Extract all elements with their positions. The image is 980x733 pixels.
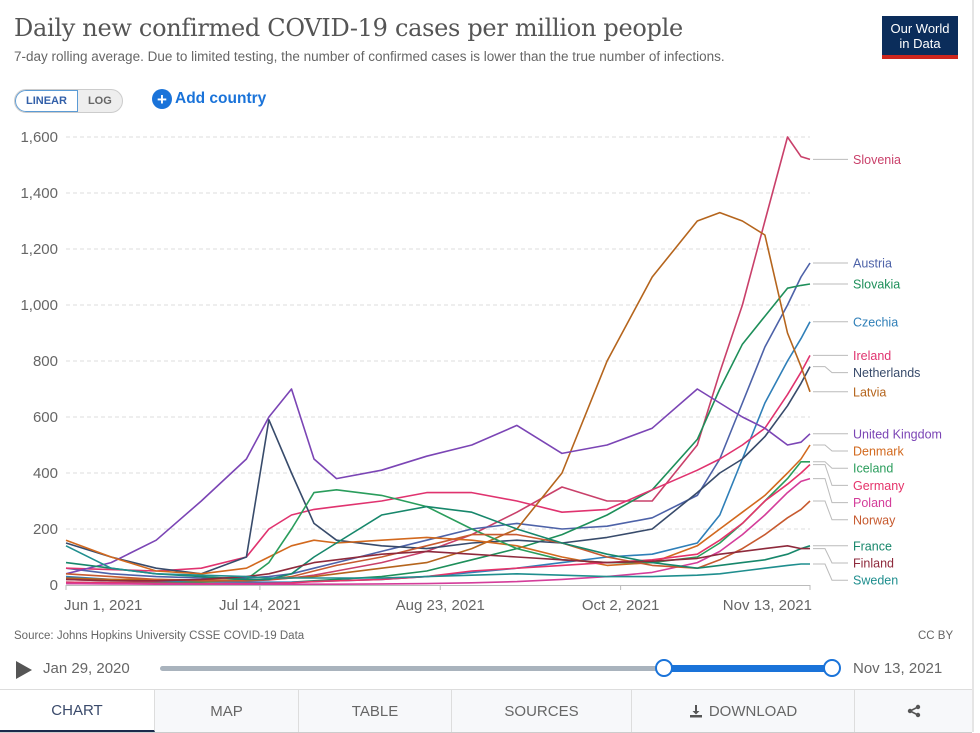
series-line-finland[interactable] [65, 544, 810, 582]
y-tick-label: 1,600 [20, 129, 58, 146]
series-lines [65, 136, 811, 586]
legend-connector [813, 444, 848, 452]
legend-connector [813, 464, 848, 486]
timeline-start-label: Jan 29, 2020 [43, 660, 130, 677]
logo-line-1: Our World [890, 21, 950, 36]
tab-sources-label: SOURCES [504, 702, 579, 720]
tab-table[interactable]: TABLE [299, 690, 452, 732]
y-tick-label: 800 [33, 353, 58, 370]
chart-subtitle: 7-day rolling average. Due to limited te… [14, 49, 725, 64]
series-line-ireland[interactable] [65, 355, 811, 572]
series-line-france[interactable] [65, 505, 811, 581]
series-line-latvia[interactable] [65, 211, 811, 581]
scale-linear-button[interactable]: LINEAR [15, 90, 78, 112]
legend-labels: Slovenia Austria Slovakia Czechia Ireland Net… [813, 153, 942, 588]
timeline: Jan 29, 2020 Nov 13, 2021 [0, 655, 972, 685]
share-icon [907, 704, 920, 718]
legend-label-poland[interactable]: Poland [853, 496, 892, 510]
chart-title: Daily new confirmed COVID-19 cases per m… [14, 14, 683, 42]
owid-logo[interactable]: Our World in Data [882, 16, 958, 59]
series-line-poland[interactable] [65, 477, 811, 586]
legend-label-slovenia[interactable]: Slovenia [853, 153, 901, 167]
legend-connector [813, 548, 848, 564]
series-line-netherlands[interactable] [65, 366, 811, 575]
y-tick-label: 1,400 [20, 185, 58, 202]
play-icon[interactable] [16, 661, 32, 679]
grid-lines [66, 136, 810, 530]
y-axis-ticks: 0 200 400 600 800 1,000 1,200 1,400 1,600 [20, 129, 58, 594]
legend-label-denmark[interactable]: Denmark [853, 445, 904, 459]
share-button[interactable] [855, 690, 972, 732]
tab-table-label: TABLE [351, 702, 399, 720]
download-icon [689, 705, 702, 718]
legend-label-czechia[interactable]: Czechia [853, 315, 898, 329]
legend-label-germany[interactable]: Germany [853, 479, 905, 493]
series-line-slovenia[interactable] [65, 136, 811, 583]
series-line-denmark[interactable] [65, 444, 811, 575]
y-tick-label: 600 [33, 409, 58, 426]
legend-label-norway[interactable]: Norway [853, 513, 896, 527]
legend-label-sweden[interactable]: Sweden [853, 574, 898, 588]
y-tick-label: 1,200 [20, 241, 58, 258]
series-line-united-kingdom[interactable] [65, 388, 811, 575]
x-tick-label: Nov 13, 2021 [723, 597, 812, 614]
plus-circle-icon: + [152, 89, 172, 109]
logo-line-2: in Data [899, 36, 941, 51]
license-link[interactable]: CC BY [918, 630, 954, 642]
tab-map[interactable]: MAP [155, 690, 299, 732]
legend-connector [813, 563, 848, 581]
series-line-austria[interactable] [65, 262, 811, 579]
legend-label-france[interactable]: France [853, 539, 892, 553]
legend-label-latvia[interactable]: Latvia [853, 385, 886, 399]
x-tick-label: Jul 14, 2021 [219, 597, 301, 614]
add-country-button[interactable]: + Add country [152, 89, 266, 109]
y-tick-label: 0 [50, 577, 58, 594]
scale-toggle[interactable]: LINEAR LOG [14, 89, 123, 113]
timeline-end-label: Nov 13, 2021 [853, 660, 943, 677]
tab-chart[interactable]: CHART [0, 690, 155, 732]
timeline-start-handle[interactable] [655, 659, 673, 677]
legend-label-slovakia[interactable]: Slovakia [853, 278, 900, 292]
x-tick-label: Oct 2, 2021 [582, 597, 660, 614]
x-tick-label: Aug 23, 2021 [396, 597, 485, 614]
tab-bar: CHART MAP TABLE SOURCES DOWNLOAD [0, 689, 972, 733]
y-tick-label: 400 [33, 465, 58, 482]
series-line-sweden[interactable] [65, 545, 810, 579]
x-axis: Jun 1, 2021 Jul 14, 2021 Aug 23, 2021 Oct 2… [64, 585, 812, 614]
x-tick-label: Jun 1, 2021 [64, 597, 142, 614]
add-country-label: Add country [175, 90, 267, 107]
legend-label-united-kingdom[interactable]: United Kingdom [853, 427, 942, 441]
legend-label-netherlands[interactable]: Netherlands [853, 366, 920, 380]
source-note[interactable]: Source: Johns Hopkins University CSSE CO… [14, 630, 305, 642]
tab-chart-label: CHART [51, 701, 103, 719]
scale-log-button[interactable]: LOG [87, 95, 112, 107]
y-tick-label: 200 [33, 521, 58, 538]
tab-sources[interactable]: SOURCES [452, 690, 632, 732]
tab-download[interactable]: DOWNLOAD [632, 690, 855, 732]
series-line-norway[interactable] [65, 500, 811, 582]
legend-connector [813, 366, 848, 374]
legend-connector [813, 500, 848, 521]
timeline-selected-range[interactable] [664, 665, 832, 672]
legend-label-finland[interactable]: Finland [853, 557, 894, 571]
line-chart[interactable]: 0 200 400 600 800 1,000 1,200 1,400 1,600 Jun 1,… [0, 120, 972, 630]
series-line-germany[interactable] [65, 464, 811, 585]
legend-connector [813, 461, 848, 469]
legend-label-austria[interactable]: Austria [853, 257, 892, 271]
tab-map-label: MAP [210, 702, 243, 720]
timeline-end-handle[interactable] [823, 659, 841, 677]
legend-label-ireland[interactable]: Ireland [853, 349, 891, 363]
legend-connector [813, 478, 848, 504]
y-tick-label: 1,000 [20, 297, 58, 314]
tab-download-label: DOWNLOAD [708, 702, 798, 720]
timeline-track[interactable] [160, 659, 841, 677]
legend-label-iceland[interactable]: Iceland [853, 462, 893, 476]
